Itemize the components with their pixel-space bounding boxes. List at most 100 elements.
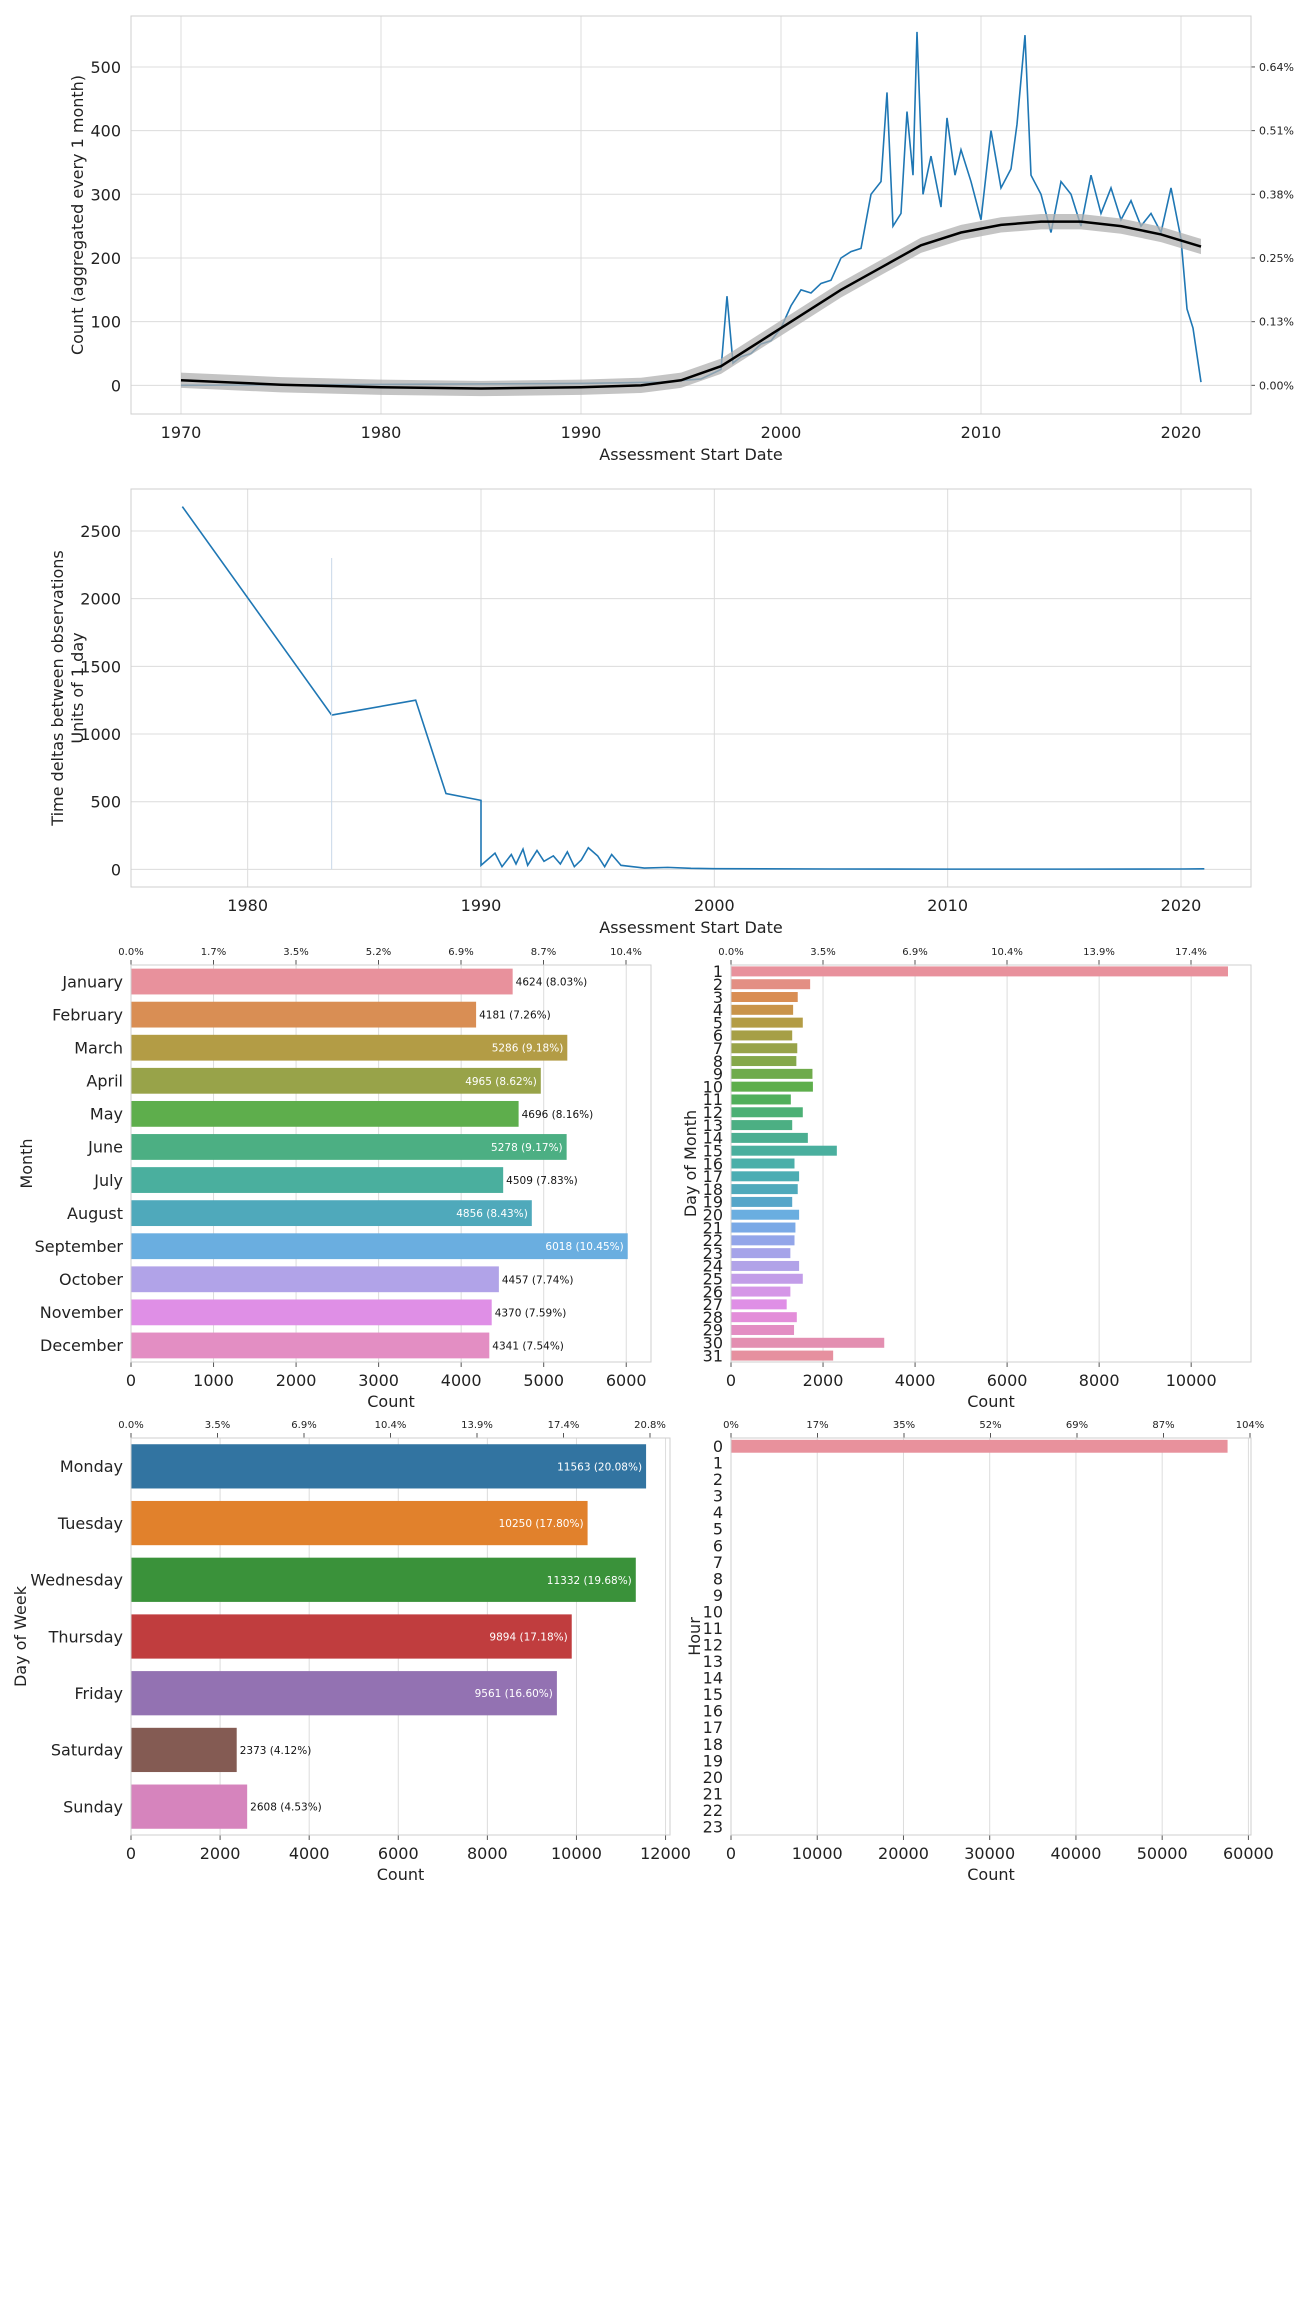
category-label: 25 xyxy=(703,1270,723,1289)
top-tick-label: 13.9% xyxy=(461,1420,493,1431)
bar-November xyxy=(131,1299,492,1326)
category-label: 30 xyxy=(703,1334,723,1353)
category-label: December xyxy=(40,1336,123,1355)
category-label: March xyxy=(74,1038,123,1057)
category-label: 10 xyxy=(703,1602,723,1621)
bar-3 xyxy=(731,992,798,1003)
top-tick-label: 69% xyxy=(1066,1420,1088,1431)
y-tick-label: 0 xyxy=(111,860,121,879)
category-label: 16 xyxy=(703,1154,723,1173)
plot-area-5 xyxy=(731,1438,1251,1835)
category-label: 7 xyxy=(713,1039,723,1058)
top-tick-label: 87% xyxy=(1152,1420,1174,1431)
bar-data-label: 4856 (8.43%) xyxy=(456,1208,528,1220)
x-tick-label: 8000 xyxy=(467,1844,508,1863)
bar-18 xyxy=(731,1184,798,1195)
category-label: 15 xyxy=(703,1685,723,1704)
x-axis-label: Assessment Start Date xyxy=(599,918,782,937)
bar-28 xyxy=(731,1312,797,1323)
bar-26 xyxy=(731,1286,791,1297)
y-tick-label: 500 xyxy=(90,58,121,77)
x-tick-label: 1990 xyxy=(561,423,602,442)
x-tick-label: 1970 xyxy=(161,423,202,442)
plot-frame xyxy=(730,964,1252,1363)
top-tick-label: 35% xyxy=(893,1420,915,1431)
category-label: 13 xyxy=(703,1652,723,1671)
x-tick-label: 60000 xyxy=(1223,1844,1274,1863)
bar-data-label: 2608 (4.53%) xyxy=(250,1802,322,1814)
x-tick-label: 2000 xyxy=(694,896,735,915)
category-label: 24 xyxy=(703,1257,723,1276)
x-axis-label: Count xyxy=(377,1865,425,1884)
category-label: 7 xyxy=(713,1553,723,1572)
bar-data-label: 4696 (8.16%) xyxy=(522,1109,594,1121)
plot-area-3 xyxy=(731,965,1251,1362)
bar-14 xyxy=(731,1132,808,1143)
category-label: 11 xyxy=(703,1619,723,1638)
y-tick-label: 400 xyxy=(90,122,121,141)
category-label: 17 xyxy=(703,1167,723,1186)
category-label: 14 xyxy=(703,1669,723,1688)
bar-data-label: 4370 (7.59%) xyxy=(495,1307,567,1319)
y2-tick-label: 0.13% xyxy=(1259,316,1294,329)
category-label: 4 xyxy=(713,1503,723,1522)
x-axis-label: Count xyxy=(967,1392,1015,1411)
plot-frame xyxy=(130,15,1252,415)
category-label: November xyxy=(40,1303,124,1322)
category-label: 8 xyxy=(713,1569,723,1588)
bar-13 xyxy=(731,1120,793,1131)
x-tick-label: 8000 xyxy=(1079,1371,1120,1390)
bar-May xyxy=(131,1100,519,1127)
bar-data-label: 2373 (4.12%) xyxy=(240,1745,312,1757)
x-tick-label: 6000 xyxy=(606,1371,647,1390)
category-label: 6 xyxy=(713,1536,723,1555)
y-tick-label: 500 xyxy=(90,793,121,812)
bar-data-label: 5278 (9.17%) xyxy=(491,1142,563,1154)
category-label: 20 xyxy=(703,1205,723,1224)
category-label: January xyxy=(61,972,123,991)
bar-21 xyxy=(731,1222,796,1233)
top-tick-label: 20.8% xyxy=(634,1420,666,1431)
bar-data-label: 4509 (7.83%) xyxy=(506,1175,578,1187)
category-label: February xyxy=(52,1005,123,1024)
category-label: 9 xyxy=(713,1065,723,1084)
bar-17 xyxy=(731,1171,800,1182)
top-tick-label: 17% xyxy=(806,1420,828,1431)
confidence-band xyxy=(181,214,1201,397)
y2-tick-label: 0.64% xyxy=(1259,61,1294,74)
bar-31 xyxy=(731,1350,834,1361)
category-label: 9 xyxy=(713,1586,723,1605)
top-tick-label: 8.7% xyxy=(531,947,556,958)
bar-data-label: 11332 (19.68%) xyxy=(547,1575,632,1587)
bar-December xyxy=(131,1332,490,1359)
bar-23 xyxy=(731,1248,791,1259)
bar-data-label: 4965 (8.62%) xyxy=(465,1076,537,1088)
x-tick-label: 50000 xyxy=(1137,1844,1188,1863)
y-axis-label: Units of 1 day xyxy=(68,632,87,743)
x-tick-label: 30000 xyxy=(964,1844,1015,1863)
x-tick-label: 6000 xyxy=(378,1844,419,1863)
category-label: 21 xyxy=(703,1784,723,1803)
bar-7 xyxy=(731,1043,798,1054)
y-axis-label: Hour xyxy=(685,1617,704,1656)
category-label: Wednesday xyxy=(30,1571,123,1590)
top-tick-label: 0.0% xyxy=(118,947,143,958)
top-tick-label: 10.4% xyxy=(991,947,1023,958)
category-label: 1 xyxy=(713,1454,723,1473)
bar-data-label: 6018 (10.45%) xyxy=(545,1241,623,1253)
category-label: 18 xyxy=(703,1735,723,1754)
category-label: May xyxy=(90,1105,123,1124)
y-axis-label: Count (aggregated every 1 month) xyxy=(68,75,87,355)
category-label: Monday xyxy=(60,1457,123,1476)
bar-data-label: 4624 (8.03%) xyxy=(516,977,588,989)
category-label: 18 xyxy=(703,1180,723,1199)
y-axis-label: Day of Month xyxy=(681,1110,700,1217)
x-tick-label: 10000 xyxy=(551,1844,602,1863)
top-tick-label: 104% xyxy=(1236,1420,1265,1431)
x-tick-label: 1000 xyxy=(193,1371,234,1390)
category-label: 31 xyxy=(703,1346,723,1365)
category-label: 10 xyxy=(703,1077,723,1096)
bar-27 xyxy=(731,1299,787,1310)
bar-Wednesday xyxy=(131,1557,636,1602)
top-tick-label: 3.5% xyxy=(205,1420,230,1431)
